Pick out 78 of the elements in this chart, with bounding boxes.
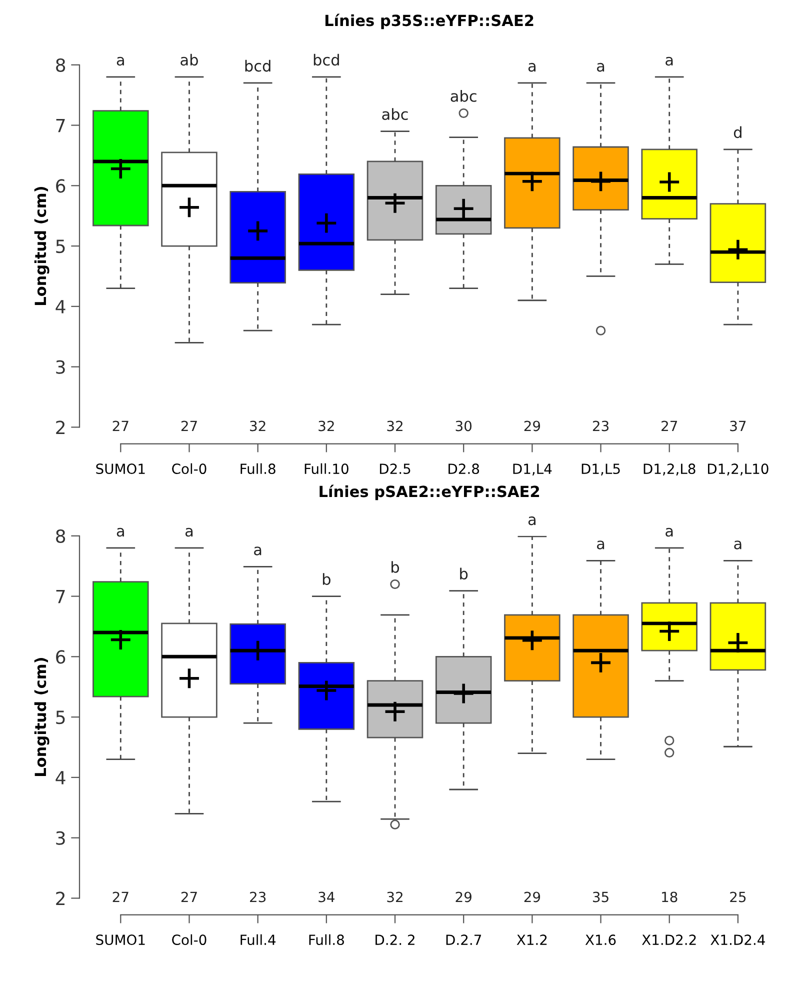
- annotation: 29: [456, 892, 472, 902]
- y-axis-title: Longitud (cm): [34, 187, 50, 305]
- annotation: bcd: [245, 60, 270, 72]
- y-tick-label: 4: [56, 771, 66, 784]
- annotation: a: [116, 56, 124, 66]
- annotation: a: [254, 546, 262, 556]
- annotation: 27: [662, 420, 678, 432]
- annotation: 25: [730, 892, 746, 902]
- annotation: a: [666, 56, 673, 66]
- annotation: a: [185, 528, 193, 537]
- y-tick-label: 7: [56, 118, 65, 132]
- annotation: a: [734, 540, 742, 550]
- text: a: [528, 516, 536, 526]
- x-tick-label: D2.5: [380, 464, 410, 474]
- annotation: a: [528, 62, 536, 72]
- x-tick-label: SUMO1: [96, 934, 145, 946]
- x-tick-label: D2.8: [448, 464, 480, 474]
- annotation: 34: [318, 892, 334, 902]
- y-tick-label: 6: [56, 650, 66, 664]
- annotation: a: [597, 540, 604, 550]
- x-tick-label: X1.D2.4: [710, 934, 765, 945]
- annotation: 32: [387, 892, 402, 902]
- annotation: 30: [456, 420, 472, 432]
- annotation: d: [734, 126, 742, 138]
- x-tick-label: Col-0: [172, 934, 206, 946]
- x-tick-label: X1.2: [516, 934, 547, 945]
- y-tick-label: 7: [56, 590, 65, 604]
- annotation: 29: [524, 892, 540, 902]
- y-axis-title: Longitud (cm): [34, 658, 50, 776]
- x-tick-label: D1,2,L8: [644, 464, 696, 476]
- annotation: 27: [181, 420, 197, 432]
- annotation: 27: [112, 892, 128, 902]
- annotation: a: [116, 528, 124, 537]
- annotation: 32: [387, 420, 402, 432]
- annotation: b: [460, 568, 468, 580]
- y-tick-label: 6: [56, 179, 66, 193]
- y-tick-label: 2: [56, 420, 64, 434]
- x-tick-label: Col-0: [172, 463, 206, 474]
- x-tick-label: D1,L5: [582, 464, 620, 476]
- x-tick-label: D.2. 2: [376, 934, 414, 945]
- x-tick-label: Full.8: [309, 934, 344, 946]
- annotation: a: [597, 62, 604, 72]
- y-tick-label: 4: [56, 300, 66, 314]
- annotation: 23: [250, 892, 266, 902]
- y-tick-label: 5: [56, 710, 65, 724]
- x-tick-label: Full.10: [304, 463, 348, 474]
- x-tick-label: Full.4: [240, 934, 276, 946]
- x-tick-label: SUMO1: [96, 464, 145, 474]
- annotation: 35: [592, 892, 608, 902]
- y-tick-label: 8: [56, 529, 66, 543]
- annotation: abc: [382, 108, 408, 120]
- chart-title: Línies pSAE2::eYFP::SAE2: [320, 484, 540, 500]
- y-tick-label: 2: [56, 892, 64, 906]
- annotation: 32: [318, 420, 334, 432]
- y-tick-label: 8: [56, 58, 66, 72]
- y-tick-label: 5: [56, 240, 65, 254]
- annotation: 18: [662, 892, 678, 902]
- x-tick-label: D1,L4: [513, 464, 552, 476]
- y-tick-label: 3: [56, 831, 65, 845]
- annotation: 27: [181, 892, 197, 902]
- x-tick-label: D.2.7: [446, 934, 482, 945]
- x-tick-label: X1.6: [585, 934, 616, 946]
- x-tick-label: Full.8: [240, 463, 276, 474]
- annotation: b: [322, 573, 330, 585]
- annotation: 32: [250, 420, 266, 432]
- annotation: bcd: [314, 54, 339, 66]
- annotation: 23: [592, 420, 608, 432]
- x-tick-label: D1,2,L10: [708, 464, 768, 476]
- chart-title: Línies p35S::eYFP::SAE2: [325, 14, 534, 30]
- annotation: a: [666, 528, 673, 537]
- annotation: abc: [450, 90, 476, 102]
- y-tick-label: 3: [56, 360, 65, 374]
- x-tick-label: X1.D2.2: [642, 934, 696, 945]
- annotation: ab: [180, 54, 198, 66]
- annotation: 29: [524, 420, 540, 432]
- annotation: b: [392, 561, 400, 573]
- annotation: 27: [112, 420, 128, 432]
- annotation: 37: [730, 420, 746, 432]
